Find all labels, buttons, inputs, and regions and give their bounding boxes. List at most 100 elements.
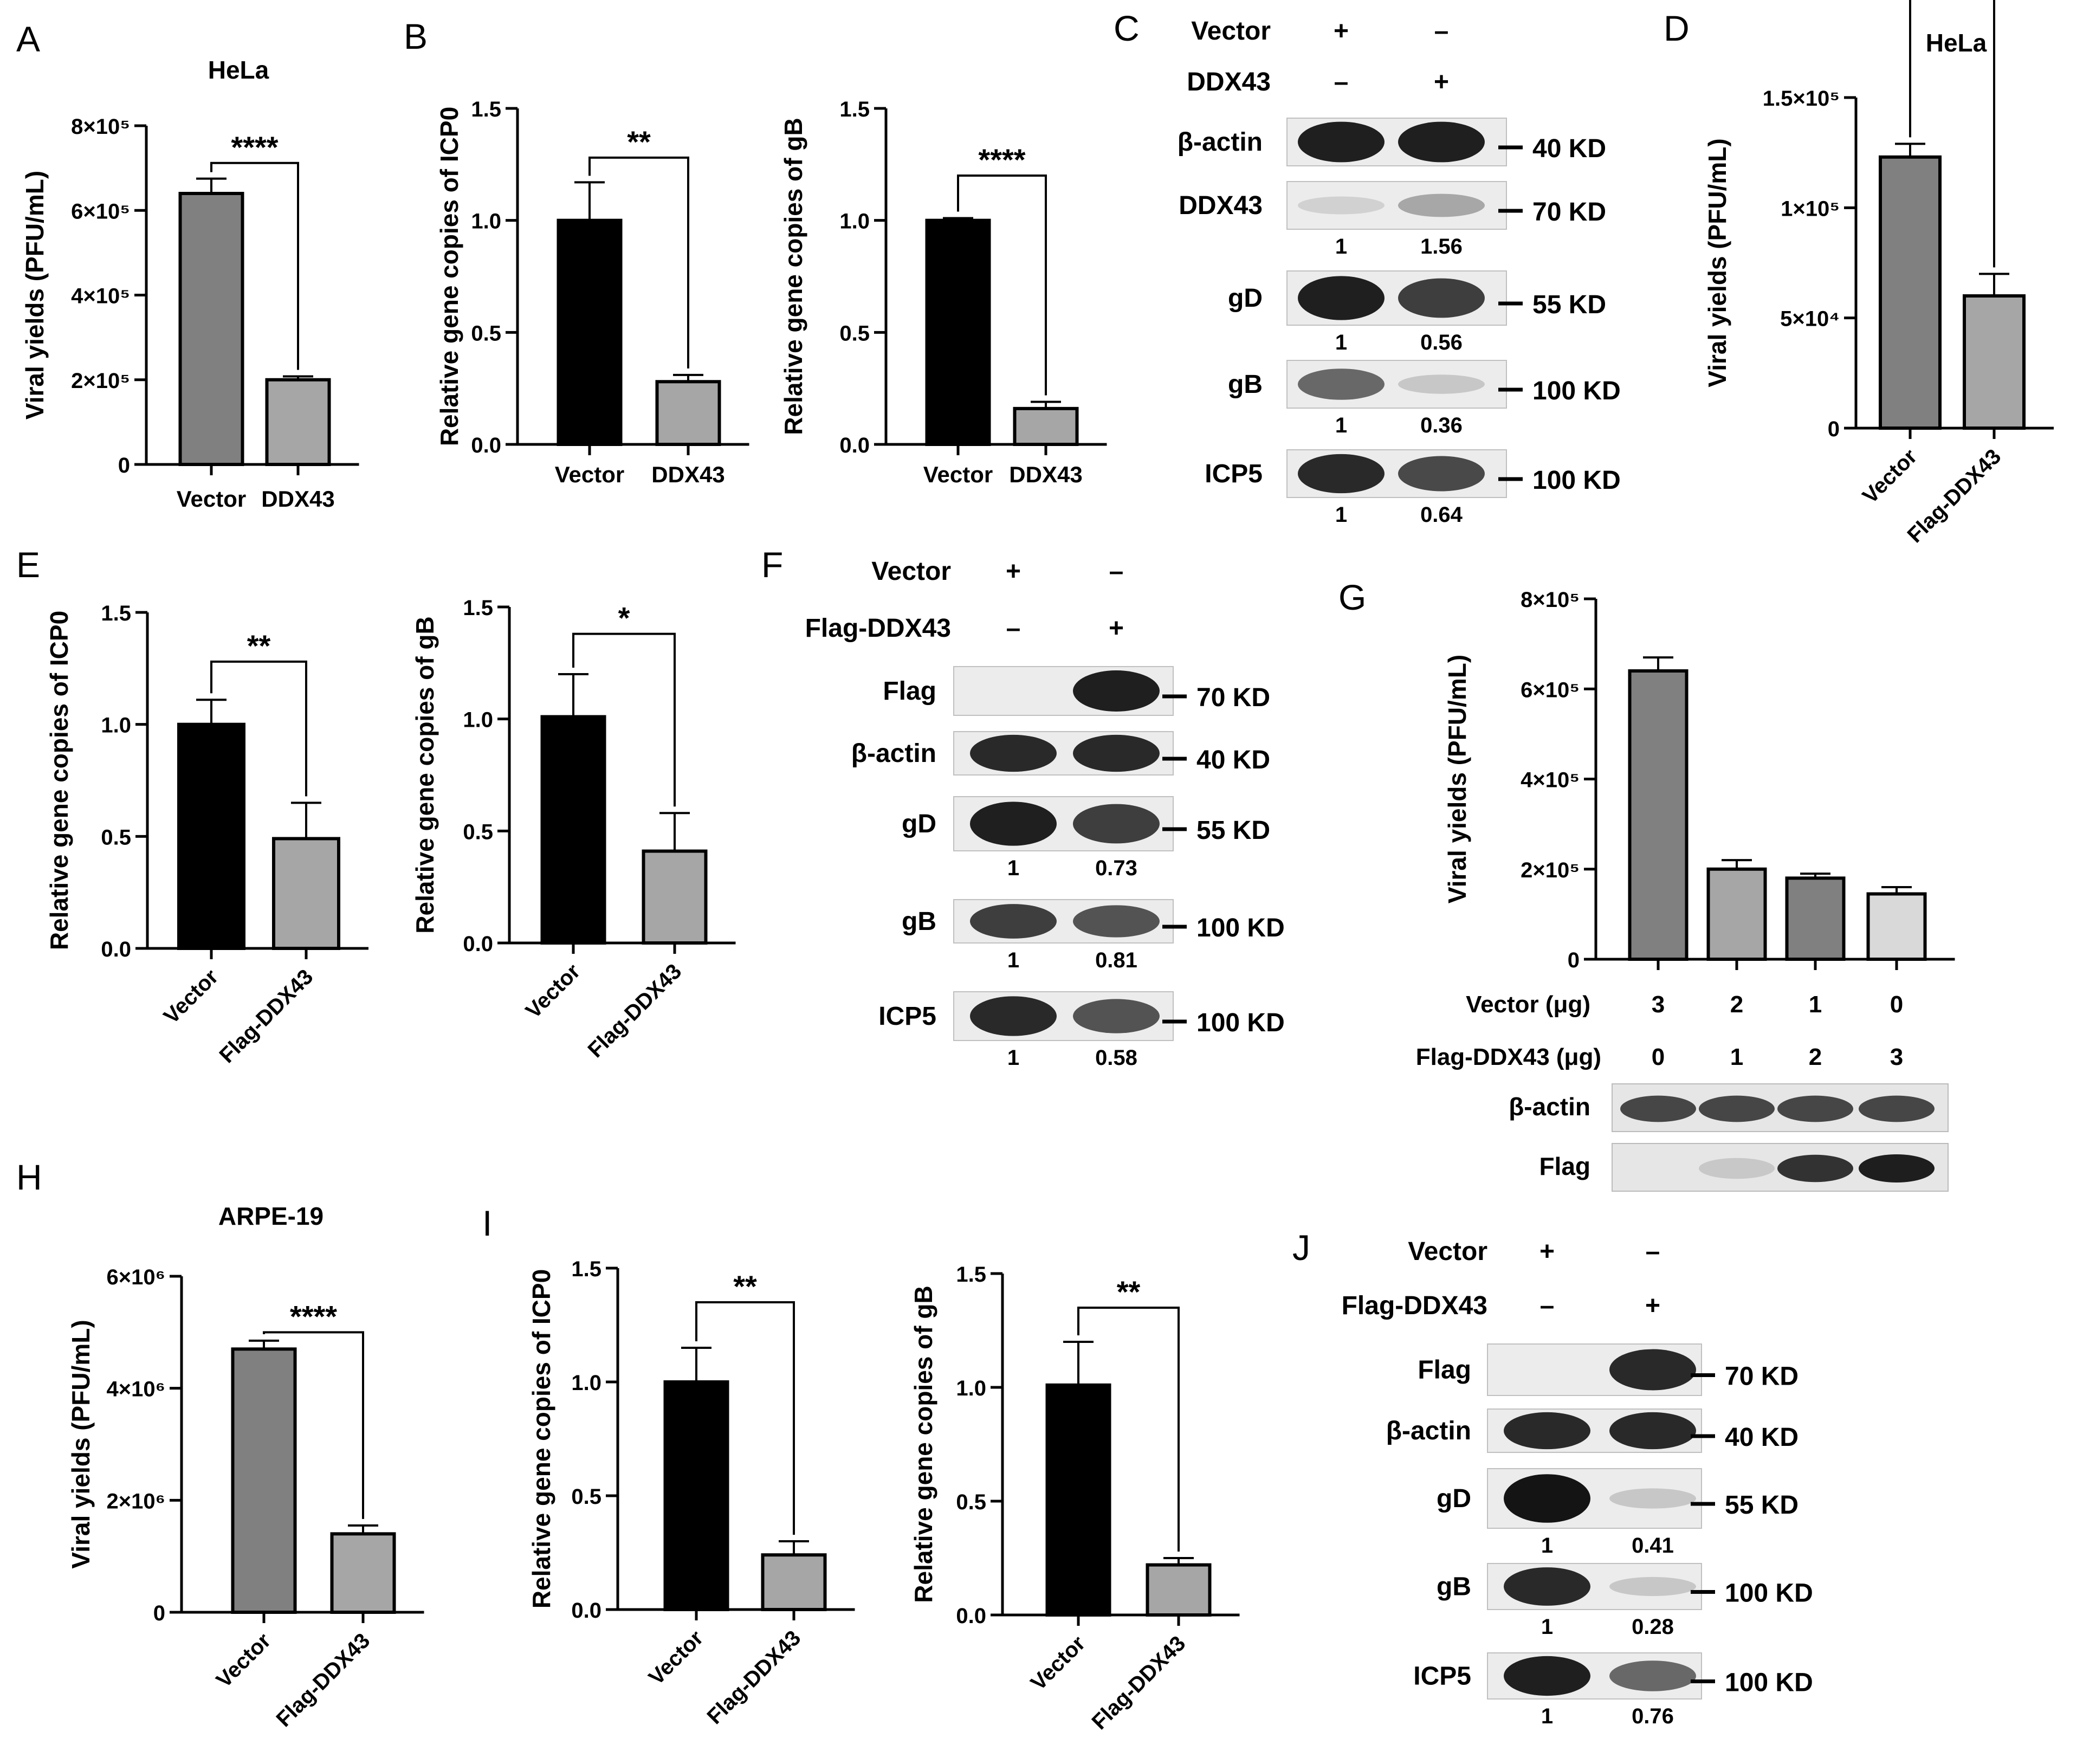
- y-tick-label: 1.5: [463, 596, 493, 620]
- bar: [231, 1347, 297, 1614]
- significance-label: *: [618, 601, 630, 635]
- molecular-weight-label: 55 KD: [1532, 290, 1606, 319]
- x-tick-label: Flag-DDX43: [584, 959, 687, 1062]
- x-tick-label: Vector: [644, 1626, 708, 1690]
- blot-header-mark: +: [1645, 1291, 1660, 1320]
- y-tick-label: 1.0: [956, 1377, 986, 1400]
- significance-label: ****: [231, 130, 278, 164]
- blot-band: [1609, 1488, 1696, 1509]
- blot-band: [1298, 369, 1385, 400]
- blot-row-label: Flag: [1418, 1356, 1471, 1385]
- dose-value: 2: [1809, 1044, 1822, 1070]
- significance-bracket: [1909, 0, 1995, 268]
- significance-bracket: [263, 1331, 364, 1519]
- y-tick-label: 1.0: [839, 210, 870, 234]
- band-quantification: 0.81: [1095, 948, 1137, 972]
- molecular-weight-label: 70 KD: [1196, 683, 1270, 712]
- y-tick-label: 1.5: [101, 602, 131, 625]
- blot-header-mark: –: [1334, 68, 1349, 96]
- blot-band: [1699, 1095, 1775, 1122]
- molecular-weight-label: 70 KD: [1725, 1362, 1799, 1391]
- y-tick-label: 0.5: [956, 1490, 986, 1514]
- x-tick-label: Flag-DDX43: [215, 965, 318, 1068]
- x-tick-label: DDX43: [1009, 462, 1082, 487]
- molecular-weight-label: 100 KD: [1196, 914, 1285, 942]
- y-tick-label: 8×10⁵: [1521, 588, 1580, 612]
- bar: [761, 1553, 827, 1611]
- y-tick-label: 1.5: [571, 1257, 601, 1281]
- bar: [663, 1380, 729, 1611]
- panel-letter: H: [16, 1157, 42, 1197]
- blot-band: [970, 904, 1057, 939]
- band-quantification: 0.36: [1420, 413, 1463, 437]
- y-tick-label: 0.0: [471, 434, 501, 457]
- dose-value: 0: [1890, 991, 1903, 1018]
- y-tick-label: 1.0: [101, 714, 131, 738]
- y-tick-label: 1×10⁵: [1781, 197, 1840, 221]
- blot-band: [970, 734, 1057, 772]
- x-tick-label: Vector: [159, 965, 223, 1029]
- blot-band: [1504, 1656, 1590, 1696]
- y-tick-label: 6×10⁵: [1521, 678, 1580, 702]
- y-tick-label: 0.5: [471, 321, 501, 345]
- y-tick-label: 0.5: [101, 825, 131, 849]
- blot-header-mark: +: [1334, 17, 1349, 46]
- x-tick-label: DDX43: [261, 486, 334, 512]
- chart-e: 0.0 0.5 1.0 1.5 Relative gene copies of ICP0…: [45, 602, 368, 1068]
- blot-row-label: ICP5: [878, 1002, 936, 1031]
- y-tick-label: 0.0: [839, 434, 870, 457]
- y-tick-label: 4×10⁵: [1521, 768, 1580, 792]
- significance-bracket: [957, 175, 1047, 396]
- blot-row-label: ICP5: [1205, 460, 1263, 488]
- y-tick-label: 0.0: [101, 938, 131, 961]
- bar: [1785, 876, 1846, 961]
- blot-band: [1298, 121, 1385, 163]
- x-tick-label: Vector: [923, 462, 993, 487]
- bar: [1146, 1563, 1212, 1617]
- blot-band: [1777, 1154, 1853, 1183]
- blot-band: [1073, 670, 1160, 712]
- bar: [1045, 1383, 1111, 1617]
- molecular-weight-label: 70 KD: [1532, 198, 1606, 227]
- molecular-weight-label: 40 KD: [1196, 746, 1270, 774]
- bar: [330, 1532, 396, 1614]
- y-axis-label: Relative gene copies of ICP0: [45, 611, 73, 950]
- significance-bracket: [588, 156, 689, 369]
- blot-header-mark: –: [1540, 1291, 1555, 1320]
- molecular-weight-label: 100 KD: [1196, 1009, 1285, 1037]
- significance-bracket: [572, 632, 676, 807]
- y-tick-label: 0: [1828, 417, 1840, 441]
- blot-row-label: β-actin: [1509, 1093, 1590, 1121]
- blot-band: [1859, 1095, 1935, 1122]
- blot-band: [1609, 1412, 1696, 1450]
- blot-row-label: gB: [1437, 1573, 1471, 1601]
- blot-header-mark: –: [1006, 614, 1021, 643]
- molecular-weight-label: 100 KD: [1725, 1669, 1813, 1697]
- y-tick-label: 0.0: [463, 932, 493, 956]
- y-tick-label: 0: [118, 454, 130, 477]
- panel-letter: C: [1114, 8, 1140, 48]
- significance-bracket: [695, 1301, 795, 1535]
- y-tick-label: 0: [1568, 948, 1580, 972]
- y-tick-label: 0.0: [571, 1599, 601, 1623]
- bar: [1013, 406, 1079, 446]
- dose-value: 3: [1652, 991, 1665, 1018]
- significance-bracket: [210, 660, 307, 797]
- panel-letter: E: [16, 545, 40, 585]
- blot-band: [1398, 193, 1485, 217]
- blot-header-mark: +: [1109, 614, 1124, 643]
- blot-row-label: β-actin: [1386, 1417, 1471, 1445]
- blot-band: [1398, 374, 1485, 394]
- blot-band: [1504, 1474, 1590, 1523]
- band-quantification: 1: [1541, 1534, 1553, 1558]
- significance-label: ****: [290, 1299, 337, 1333]
- bar: [1628, 669, 1689, 961]
- x-tick-label: Vector: [555, 462, 624, 487]
- blot-band: [1298, 196, 1385, 215]
- significance-label: ****: [978, 143, 1025, 177]
- blot-row-label: gD: [902, 810, 936, 838]
- blot-band: [970, 996, 1057, 1036]
- panel-letter: A: [16, 19, 40, 59]
- blot-header-label: Vector: [871, 557, 951, 586]
